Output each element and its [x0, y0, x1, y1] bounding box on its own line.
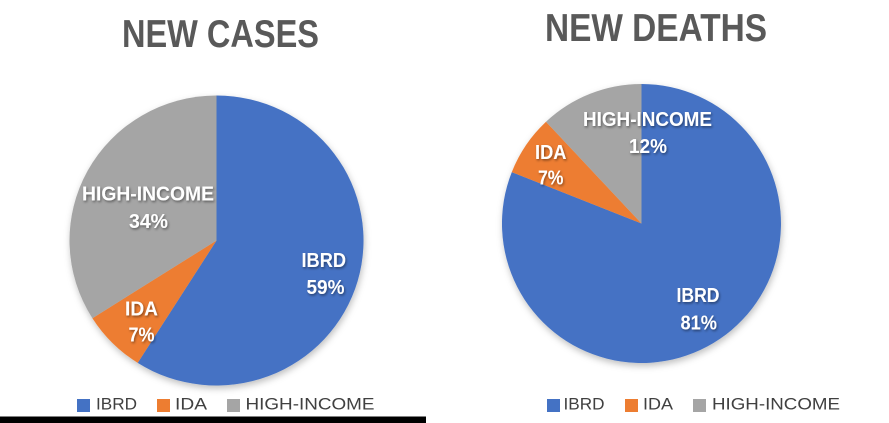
- svg-text:IBRD: IBRD: [96, 396, 137, 414]
- svg-text:HIGH-INCOME: HIGH-INCOME: [246, 396, 375, 414]
- svg-text:HIGH-INCOME: HIGH-INCOME: [583, 109, 712, 131]
- svg-text:IBRD: IBRD: [302, 250, 347, 272]
- svg-text:IDA: IDA: [175, 396, 207, 414]
- svg-text:7%: 7%: [129, 325, 155, 347]
- svg-text:12%: 12%: [629, 136, 667, 158]
- svg-text:81%: 81%: [681, 313, 718, 335]
- svg-text:NEW CASES: NEW CASES: [122, 13, 319, 56]
- svg-text:34%: 34%: [129, 211, 168, 233]
- svg-text:IDA: IDA: [535, 142, 567, 164]
- svg-text:7%: 7%: [538, 168, 564, 190]
- svg-text:IDA: IDA: [125, 299, 158, 321]
- svg-text:IBRD: IBRD: [564, 396, 605, 414]
- svg-text:NEW DEATHS: NEW DEATHS: [545, 7, 767, 50]
- svg-text:HIGH-INCOME: HIGH-INCOME: [82, 184, 214, 206]
- svg-text:IBRD: IBRD: [677, 285, 720, 307]
- svg-text:IDA: IDA: [643, 396, 673, 414]
- svg-text:59%: 59%: [307, 277, 345, 299]
- svg-text:HIGH-INCOME: HIGH-INCOME: [712, 396, 840, 414]
